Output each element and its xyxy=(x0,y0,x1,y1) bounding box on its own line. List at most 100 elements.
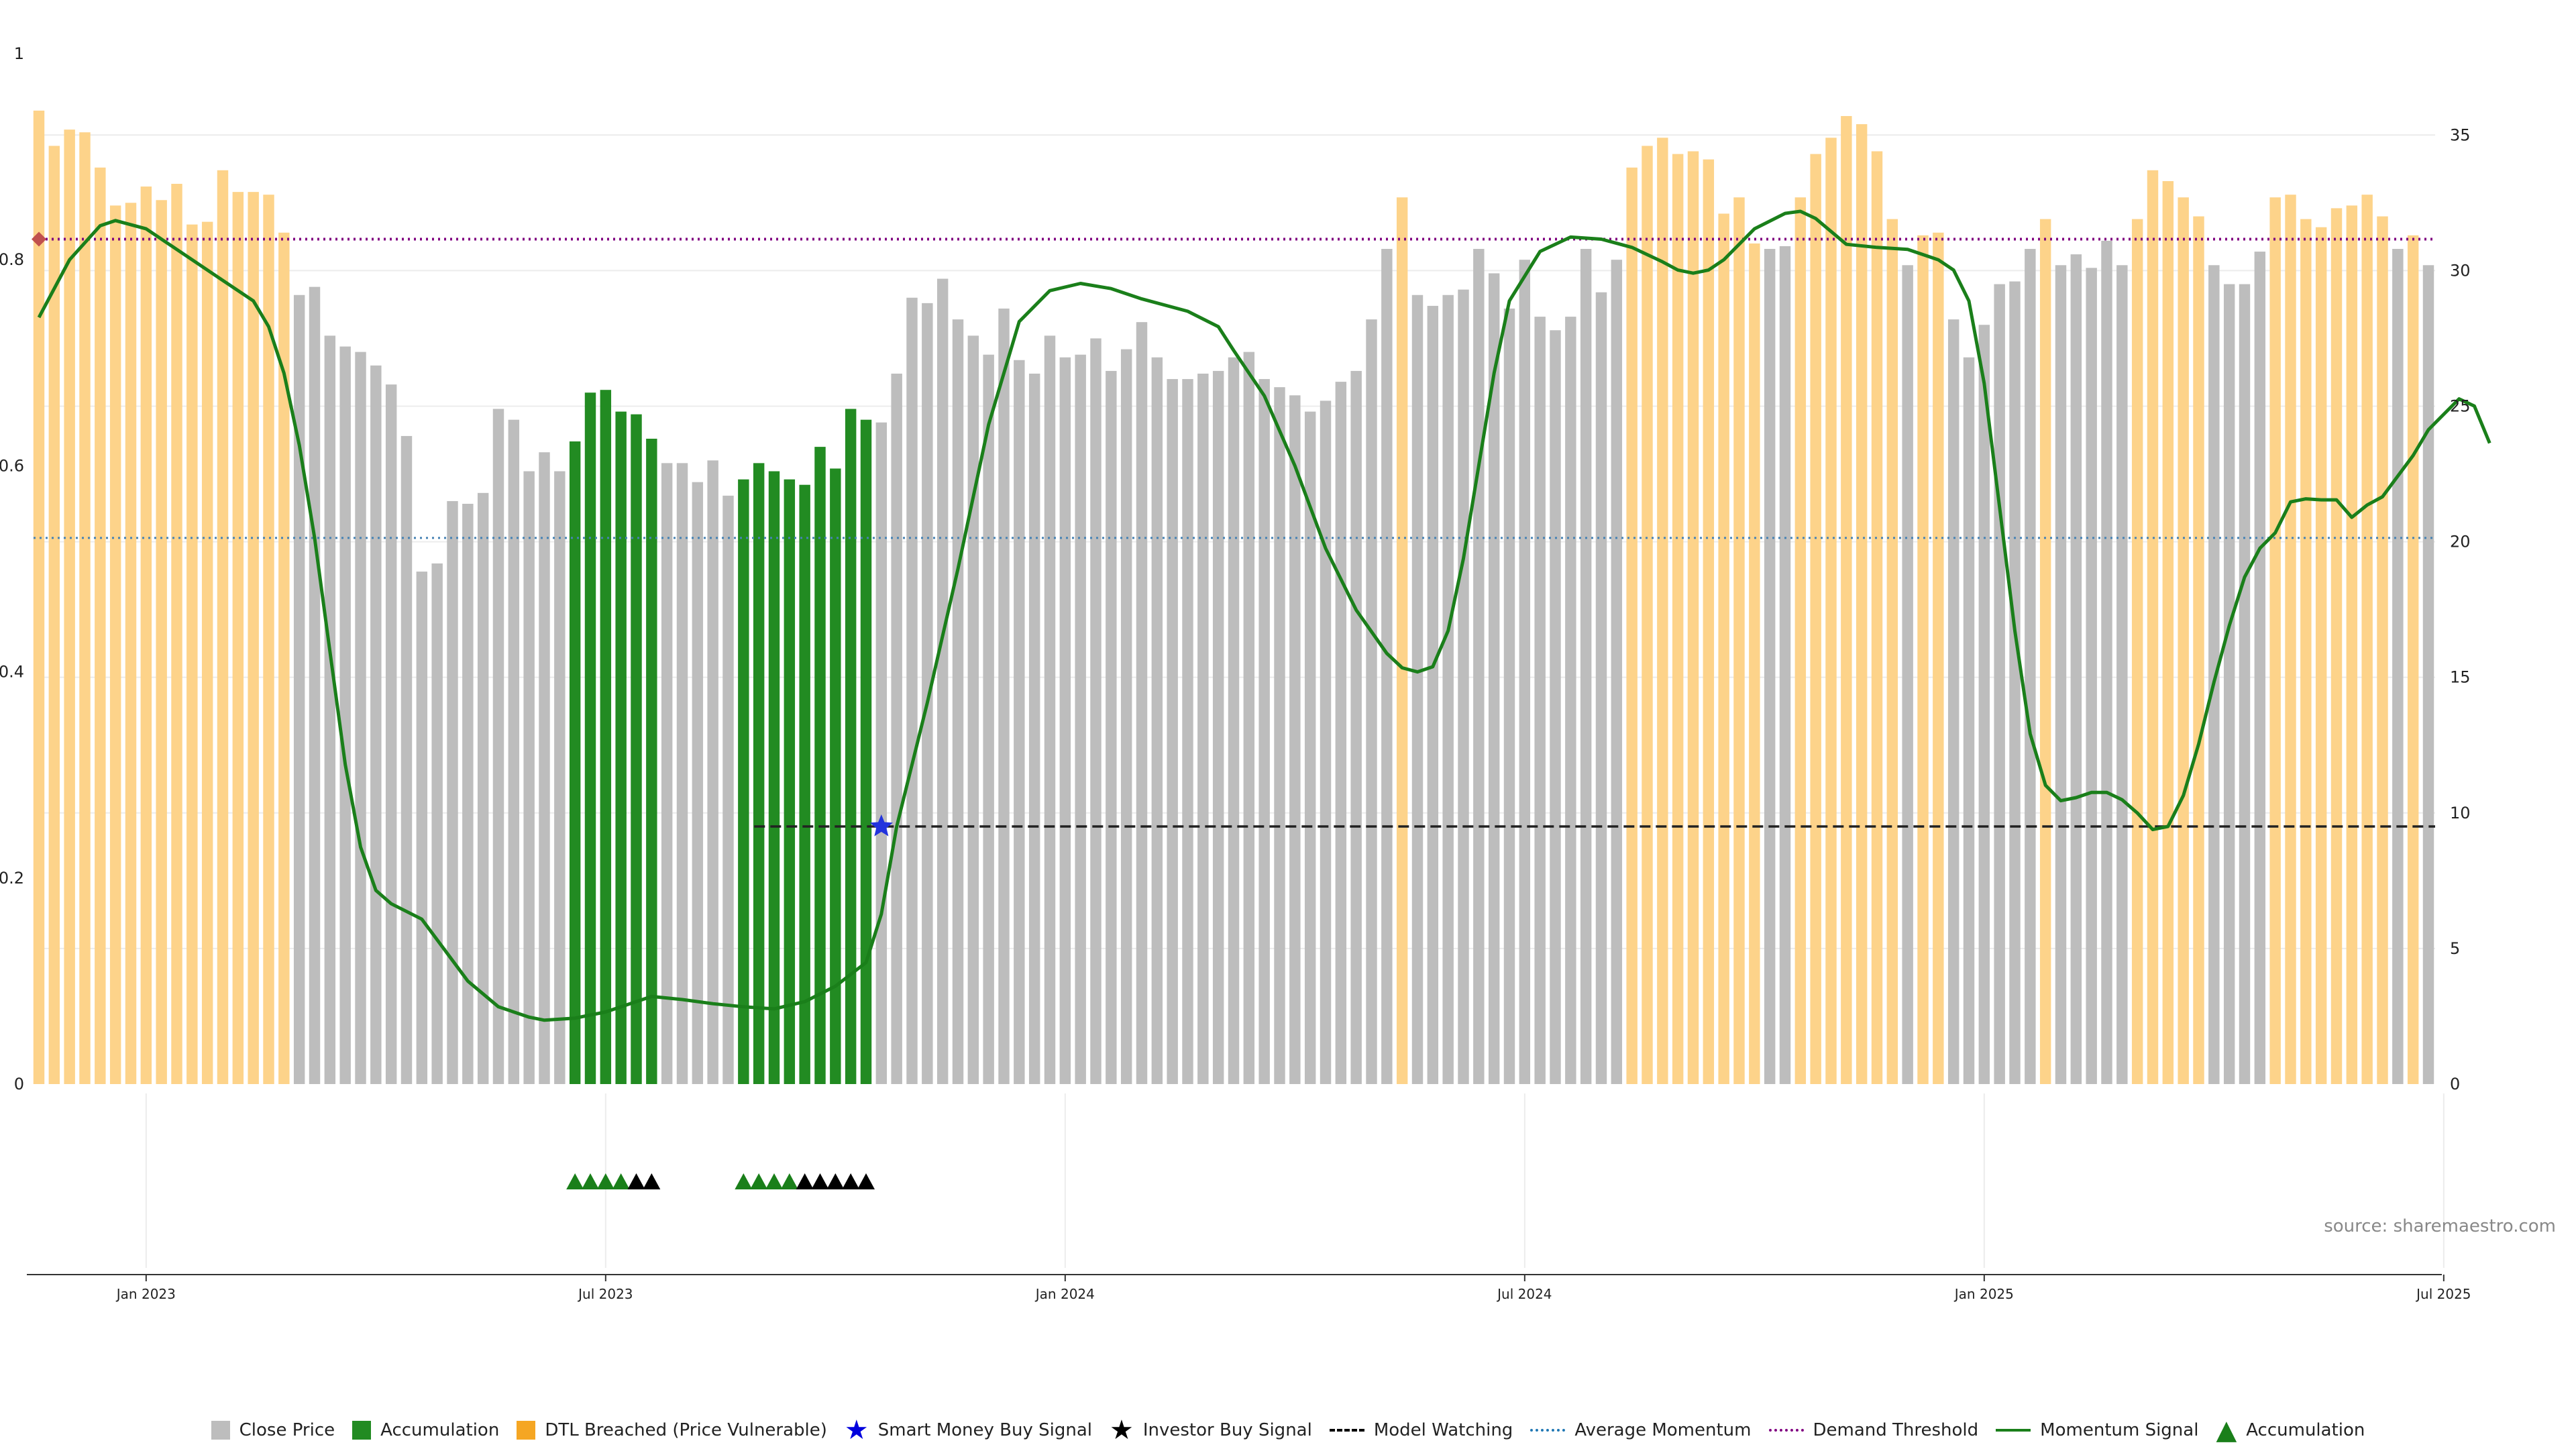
bar xyxy=(2285,195,2296,1085)
bar xyxy=(1550,330,1561,1085)
bar xyxy=(1120,349,1132,1084)
bar xyxy=(447,500,458,1084)
bar xyxy=(33,110,45,1084)
right-axis-tick: 20 xyxy=(2450,533,2471,551)
bar xyxy=(263,195,274,1085)
star-icon: ★ xyxy=(844,1415,869,1446)
bar xyxy=(217,170,229,1084)
legend-line-swatch xyxy=(1996,1429,2031,1432)
bar xyxy=(707,460,718,1084)
bar xyxy=(2162,180,2174,1084)
bar xyxy=(2193,216,2204,1084)
legend-item: Average Momentum xyxy=(1530,1420,1752,1440)
legend-swatch xyxy=(517,1421,536,1440)
bar xyxy=(1794,197,1807,1084)
bar xyxy=(309,286,321,1084)
bar xyxy=(248,192,259,1085)
bar xyxy=(400,435,413,1084)
accumulation-marker xyxy=(750,1173,768,1190)
bar xyxy=(1350,370,1362,1085)
bar xyxy=(2009,281,2021,1084)
bar xyxy=(48,146,60,1084)
accumulation-marker xyxy=(643,1173,661,1190)
bar xyxy=(922,303,933,1085)
right-axis-tick: 15 xyxy=(2450,668,2471,687)
bar xyxy=(2223,284,2235,1084)
bar xyxy=(2070,254,2082,1085)
bar xyxy=(1994,284,2005,1084)
bar xyxy=(1228,357,1240,1084)
legend-label: DTL Breached (Price Vulnerable) xyxy=(545,1420,827,1440)
bar xyxy=(156,200,167,1084)
bar xyxy=(1687,151,1699,1085)
bar xyxy=(201,221,213,1084)
bar xyxy=(1335,382,1347,1084)
signal-panel xyxy=(566,1173,875,1190)
accumulation-marker xyxy=(811,1173,829,1190)
legend-item: ★ Smart Money Buy Signal xyxy=(844,1415,1092,1446)
bar xyxy=(722,495,734,1084)
bar xyxy=(1366,319,1377,1084)
accumulation-marker xyxy=(627,1173,645,1190)
bar xyxy=(1106,370,1117,1085)
legend-label: Demand Threshold xyxy=(1813,1420,1979,1440)
bar xyxy=(2101,240,2112,1084)
x-axis-tick: Jan 2024 xyxy=(1034,1286,1095,1302)
bar xyxy=(1151,357,1163,1084)
right-axis-tick: 30 xyxy=(2450,261,2471,280)
bar xyxy=(462,503,474,1084)
accumulation-marker xyxy=(857,1173,875,1190)
bar xyxy=(1090,338,1102,1085)
x-axis-tick: Jul 2025 xyxy=(2415,1286,2471,1302)
accumulation-marker xyxy=(735,1173,753,1190)
bar xyxy=(1856,124,1868,1085)
legend-item: Model Watching xyxy=(1329,1420,1513,1440)
smart-money-buy-star xyxy=(869,814,893,837)
bar xyxy=(1320,400,1332,1084)
bar xyxy=(1197,373,1209,1084)
bar xyxy=(1519,260,1531,1085)
bar xyxy=(1825,138,1837,1084)
bar xyxy=(952,319,964,1084)
bar xyxy=(584,392,596,1084)
accumulation-marker xyxy=(796,1173,814,1190)
legend-line-swatch xyxy=(1329,1429,1364,1432)
bar xyxy=(1289,395,1301,1085)
left-axis-tick: 0.6 xyxy=(0,456,24,475)
bar xyxy=(1274,387,1285,1084)
bar xyxy=(2392,249,2404,1084)
bar xyxy=(1411,294,1424,1085)
bar xyxy=(355,352,366,1084)
bar xyxy=(232,192,244,1085)
bar xyxy=(1167,379,1178,1084)
bar xyxy=(1917,235,1929,1084)
bar xyxy=(416,572,428,1084)
bar xyxy=(875,422,888,1084)
legend-swatch xyxy=(211,1421,230,1440)
bar xyxy=(186,224,198,1085)
bar xyxy=(2330,208,2343,1084)
bar xyxy=(1933,232,1944,1085)
bar xyxy=(1779,246,1791,1084)
legend-item: ★ Investor Buy Signal xyxy=(1110,1417,1312,1444)
bar xyxy=(1871,151,1883,1085)
bar xyxy=(554,471,566,1084)
x-axis-tick: Jan 2025 xyxy=(1953,1286,2014,1302)
bar xyxy=(814,447,826,1084)
bar xyxy=(2086,268,2097,1085)
bar xyxy=(1580,249,1592,1084)
legend-label: Model Watching xyxy=(1373,1420,1513,1440)
left-axis-tick: 0 xyxy=(14,1075,24,1093)
bar xyxy=(1565,317,1576,1084)
bar xyxy=(1381,249,1393,1084)
bar xyxy=(2315,227,2327,1085)
bar xyxy=(2178,197,2189,1084)
bar xyxy=(1947,319,1960,1084)
legend-item: DTL Breached (Price Vulnerable) xyxy=(517,1420,827,1440)
bar xyxy=(2361,195,2373,1085)
bar xyxy=(171,184,182,1085)
legend-item: Accumulation xyxy=(352,1420,499,1440)
bar xyxy=(1059,357,1071,1084)
bar xyxy=(431,563,443,1084)
bar xyxy=(830,468,841,1084)
